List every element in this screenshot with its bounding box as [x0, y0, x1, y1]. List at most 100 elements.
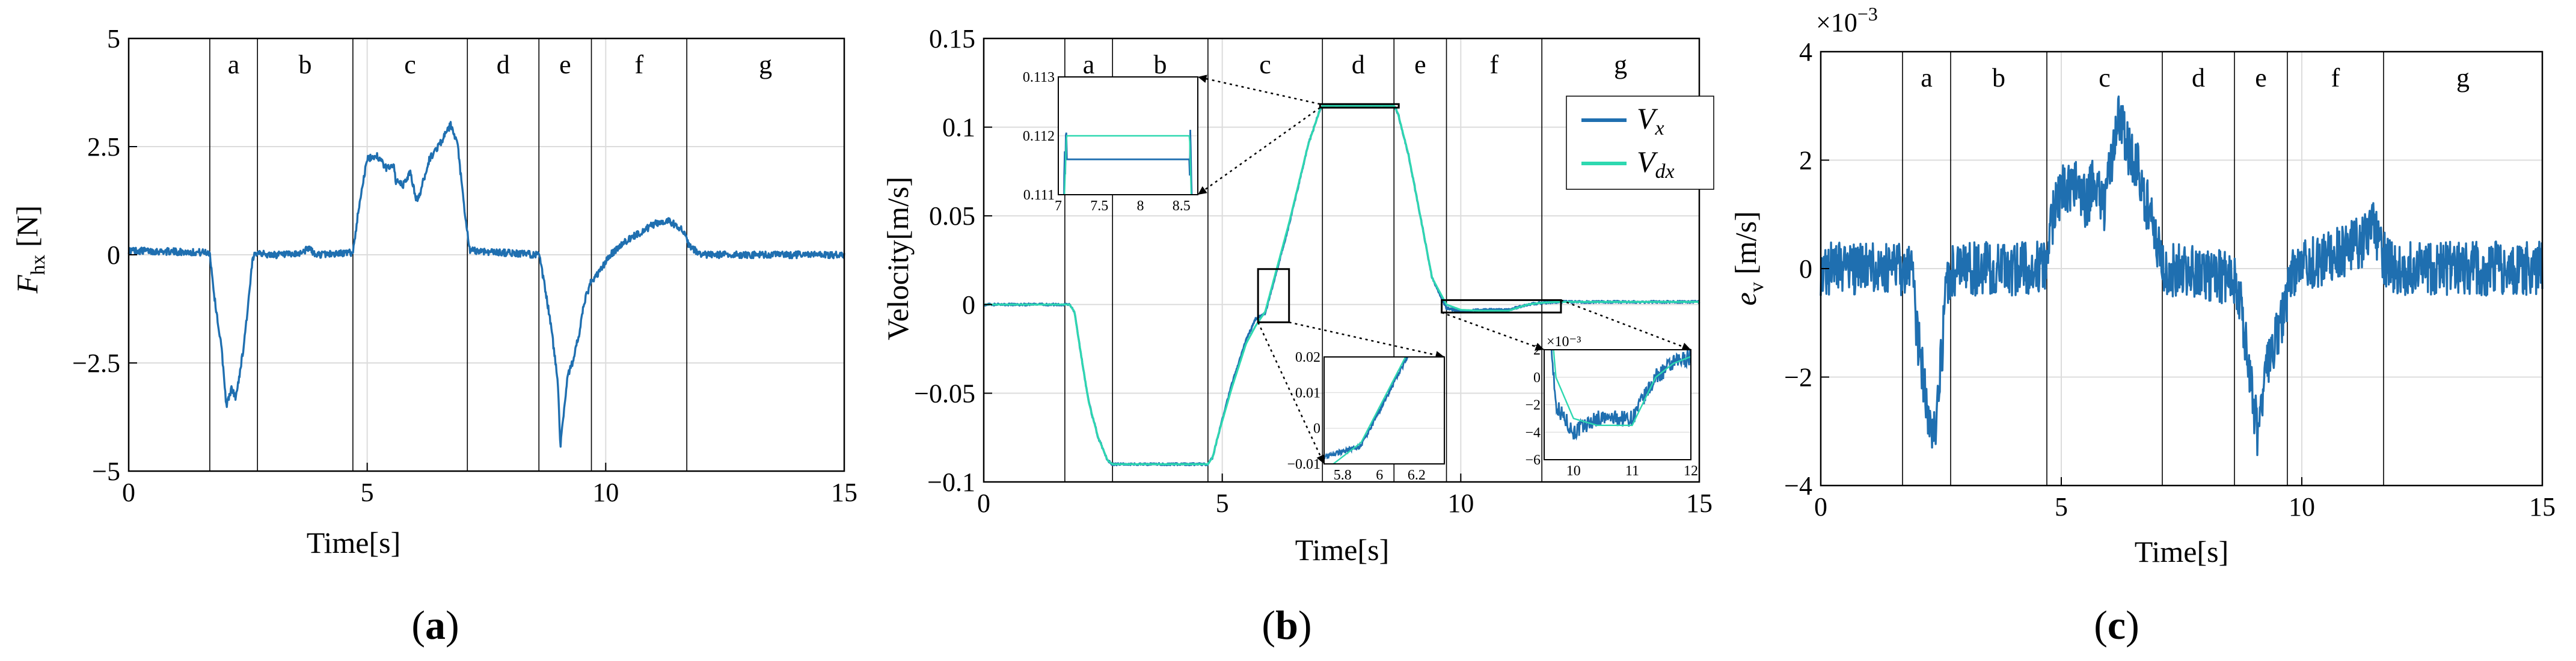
segment-label-f: f	[2331, 63, 2340, 93]
legend-label-vx: Vx	[1637, 102, 1664, 139]
zoom-arrowhead	[1316, 454, 1325, 464]
inset-frame	[1544, 349, 1691, 460]
x-tick-label: 15	[831, 478, 857, 507]
zoom-inset-1: 7 7.5 8 8.5 0.111 0.112 0.113	[1023, 70, 1198, 214]
panel-b-legend: Vx Vdx	[1566, 96, 1714, 190]
zoom-arrowhead	[1681, 343, 1691, 351]
inset-y-tick-label: 0.111	[1023, 187, 1055, 203]
y-tick-label: 0	[962, 290, 975, 320]
inset-background	[1323, 356, 1445, 465]
zoom-connector	[1289, 321, 1445, 358]
inset-frame	[1058, 76, 1198, 195]
segment-label-c: c	[1259, 50, 1271, 79]
inset-y-tick-label: 0.112	[1023, 129, 1055, 144]
inset-y-tick-label: −0.01	[1287, 457, 1320, 472]
y-tick-label: −0.05	[914, 379, 975, 408]
panel-c-segment-labels: a b c d e f g	[1921, 63, 2470, 93]
segment-label-c: c	[404, 50, 416, 79]
segment-label-d: d	[1352, 50, 1365, 79]
panel-a: a b c d e f g 0 5 10 15 −5 −2.5 0 2.5 5 Time[s] Fhx [N…	[10, 24, 857, 648]
y-tick-label: 4	[1799, 37, 1812, 67]
panel-c-ticks: 0 5 10 15 −4 −2 0 2 4	[1784, 37, 2556, 522]
panel-b-frame	[983, 37, 1700, 483]
segment-label-b: b	[1154, 50, 1167, 79]
segment-label-g: g	[1614, 50, 1627, 79]
y-tick-label: 0.05	[929, 201, 975, 231]
inset-y-tick-label: 0	[1313, 421, 1320, 437]
inset-y-tick-label: −2	[1525, 398, 1541, 413]
segment-label-b: b	[1992, 63, 2005, 93]
panel-a-label: (a)	[411, 602, 459, 648]
y-tick-label: −0.1	[927, 468, 975, 497]
x-tick-label: 5	[1216, 489, 1229, 518]
segment-label-a: a	[1921, 63, 1933, 93]
panel-b-label: (b)	[1262, 602, 1311, 648]
panel-b-ticks: 0 5 10 15 −0.1 −0.05 0 0.05 0.1 0.15	[914, 24, 1713, 518]
inset-series-V_dx	[1553, 350, 1691, 426]
inset-y-tick-label: 2	[1533, 343, 1541, 358]
inset-x-tick-label: 6	[1376, 468, 1383, 483]
series-line-V_dx	[983, 105, 1700, 466]
inset-y-tick-label: 0.01	[1295, 385, 1320, 401]
y-tick-label: 0.1	[942, 113, 975, 142]
inset-series-V_dx	[1064, 135, 1192, 195]
segment-label-a: a	[1083, 50, 1095, 79]
zoom-connector	[1197, 107, 1321, 196]
x-tick-label: 0	[122, 478, 135, 507]
zoom-arrowhead	[1535, 343, 1544, 351]
segment-label-g: g	[759, 50, 772, 79]
panel-a-ylabel: Fhx [N]	[10, 206, 49, 294]
x-tick-label: 10	[2289, 492, 2315, 522]
legend-box	[1566, 96, 1714, 190]
panel-c: a b c d e f g 0 5 10 15 −4 −2 0 2 4 ×10−3 Time[s] ev […	[1729, 3, 2556, 648]
segment-label-g: g	[2456, 63, 2470, 93]
x-tick-label: 15	[1686, 489, 1713, 518]
panel-a-plot	[127, 121, 845, 448]
y-tick-label: 2.5	[87, 132, 120, 162]
x-tick-label: 10	[1447, 489, 1474, 518]
y-tick-label: 0.15	[929, 24, 975, 53]
panel-a-segment-labels: a b c d e f g	[228, 50, 772, 79]
inset-x-tick-label: 8	[1136, 198, 1144, 214]
panel-c-ylabel: ev [m/s]	[1729, 211, 1768, 305]
zoom-connector	[1197, 76, 1320, 105]
segment-label-f: f	[635, 50, 644, 79]
x-tick-label: 15	[2529, 492, 2556, 522]
segment-label-e: e	[1414, 50, 1426, 79]
y-tick-label: −4	[1784, 471, 1812, 501]
panel-b-xlabel: Time[s]	[1295, 533, 1390, 567]
series-line-e_v	[1820, 95, 2544, 456]
inset-y-tick-label: 0.02	[1295, 350, 1320, 365]
inset-y-tick-label: 0.113	[1023, 70, 1055, 85]
panel-a-xlabel: Time[s]	[307, 526, 401, 559]
panel-c-plot	[1820, 95, 2544, 456]
zoom-connector	[1441, 311, 1545, 351]
segment-label-f: f	[1490, 50, 1499, 79]
inset-x-tick-label: 12	[1684, 463, 1698, 479]
panel-b-ylabel: Velocity[m/s]	[881, 177, 915, 340]
x-tick-label: 0	[1814, 492, 1827, 522]
segment-label-d: d	[2192, 63, 2205, 93]
inset-series-V_dx	[1332, 357, 1406, 464]
segment-label-e: e	[559, 50, 571, 79]
inset-x-tick-label: 5.8	[1334, 468, 1352, 483]
segment-label-a: a	[228, 50, 240, 79]
y-tick-label: 0	[1799, 254, 1812, 284]
y-tick-label: 0	[107, 240, 120, 270]
zoom-source-box	[1319, 103, 1400, 109]
inset-x-tick-label: 6.2	[1408, 468, 1426, 483]
inset-series-V_x	[1063, 129, 1193, 195]
panel-c-exponent: ×10−3	[1816, 3, 1878, 37]
panel-c-label: (c)	[2094, 602, 2139, 648]
inset-x-tick-label: 7.5	[1090, 198, 1108, 214]
panel-b-insets: 7 7.5 8 8.5 0.111 0.112 0.113 5.8 6 6.2 −0.01 0 0.01…	[1023, 70, 1698, 483]
inset-y-tick-label: −6	[1525, 452, 1541, 468]
panel-a-ticks: 0 5 10 15 −5 −2.5 0 2.5 5	[72, 24, 857, 507]
panel-b-zoom-boxes	[1257, 103, 1562, 323]
segment-label-e: e	[2255, 63, 2267, 93]
inset-series-V_x	[1324, 357, 1409, 460]
zoom-inset-2: 5.8 6 6.2 −0.01 0 0.01 0.02	[1287, 350, 1445, 483]
panel-b-zoom-arrows	[1197, 75, 1691, 465]
